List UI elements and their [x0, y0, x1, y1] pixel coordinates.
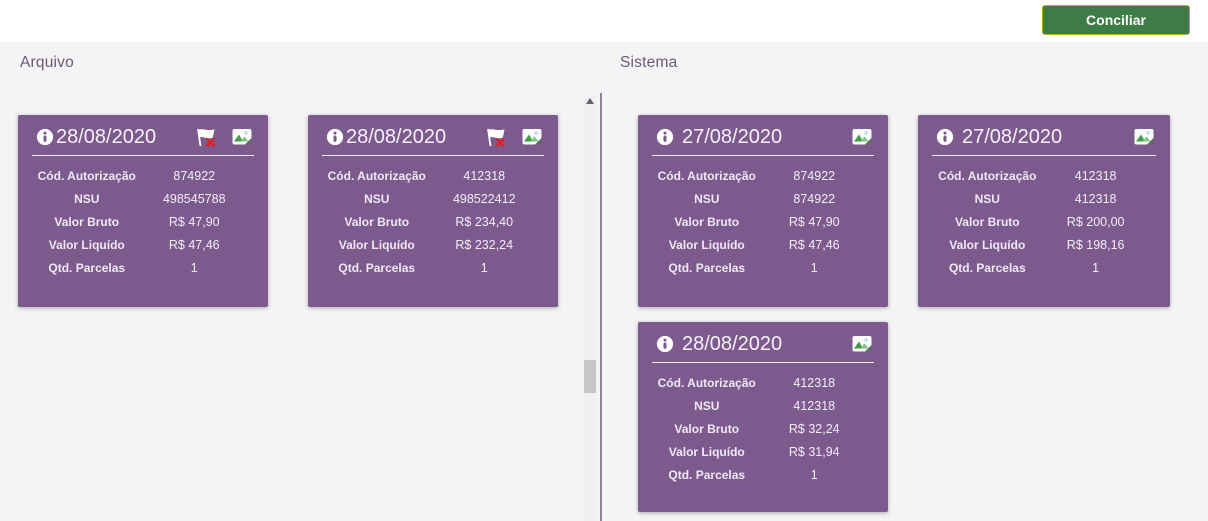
card-fields: Cód. Autorização 412318 NSU 412318 Valor… — [918, 169, 1170, 275]
info-icon[interactable] — [936, 128, 954, 146]
card-header: 27/08/2020 — [638, 115, 888, 148]
field-value: 498522412 — [452, 192, 516, 206]
receipt-image-icon[interactable] — [852, 128, 872, 146]
field-value: R$ 234,40 — [455, 215, 514, 229]
receipt-image-icon[interactable] — [1134, 128, 1154, 146]
info-icon[interactable] — [656, 128, 674, 146]
scrollbar-track[interactable] — [583, 95, 597, 521]
card-divider — [652, 362, 874, 363]
card-header: 28/08/2020 — [308, 115, 558, 148]
card-header: 27/08/2020 — [918, 115, 1170, 148]
field-value: 498545788 — [162, 192, 226, 206]
arquivo-section-title: Arquivo — [20, 54, 74, 71]
sistema-transaction-card-2[interactable]: 27/08/2020 Cód. Autorização 412318 NSU 4… — [918, 115, 1170, 307]
field-value: 412318 — [1074, 169, 1117, 183]
conciliar-button[interactable]: Conciliar — [1042, 5, 1190, 35]
card-fields: Cód. Autorização 412318 NSU 412318 Valor… — [638, 376, 888, 482]
card-date: 28/08/2020 — [346, 125, 447, 148]
card-date: 28/08/2020 — [56, 125, 157, 148]
field-value: 412318 — [793, 399, 836, 413]
flag-removed-icon[interactable] — [484, 127, 508, 148]
field-label: Valor Bruto — [674, 215, 740, 229]
field-label: Cód. Autorização — [37, 169, 136, 183]
top-bar: Conciliar — [0, 0, 1208, 42]
field-label: Cód. Autorização — [327, 169, 426, 183]
field-label: Qtd. Parcelas — [948, 261, 1026, 275]
sistema-transaction-card-3[interactable]: 28/08/2020 Cód. Autorização 412318 NSU 4… — [638, 322, 888, 512]
field-value: R$ 200,00 — [1066, 215, 1125, 229]
field-value: R$ 47,90 — [788, 215, 840, 229]
card-divider — [652, 155, 874, 156]
field-label: Cód. Autorização — [657, 169, 756, 183]
card-header: 28/08/2020 — [18, 115, 268, 148]
receipt-image-icon[interactable] — [232, 128, 252, 146]
field-label: Valor Bruto — [954, 215, 1020, 229]
field-label: Valor Liquído — [949, 238, 1026, 252]
field-label: Valor Liquído — [338, 238, 415, 252]
field-label: Valor Bruto — [344, 215, 410, 229]
field-label: Valor Liquído — [668, 445, 745, 459]
sistema-section-title: Sistema — [620, 54, 678, 71]
receipt-image-icon[interactable] — [522, 128, 542, 146]
field-value: 1 — [190, 261, 198, 275]
field-label: Cód. Autorização — [938, 169, 1037, 183]
card-divider — [322, 155, 544, 156]
card-date: 27/08/2020 — [962, 125, 1063, 148]
field-value: 412318 — [463, 169, 506, 183]
field-value: R$ 47,46 — [788, 238, 840, 252]
field-value: 412318 — [793, 376, 836, 390]
field-value: 1 — [810, 261, 818, 275]
card-fields: Cód. Autorização 874922 NSU 498545788 Va… — [18, 169, 268, 275]
arquivo-transaction-card-2[interactable]: 28/08/2020 Cód. Autorização 412318 NSU 4… — [308, 115, 558, 307]
card-divider — [932, 155, 1156, 156]
field-label: Qtd. Parcelas — [668, 468, 746, 482]
scrollbar-thumb[interactable] — [584, 360, 596, 393]
field-value: 874922 — [793, 169, 836, 183]
field-value: 874922 — [793, 192, 836, 206]
field-label: Valor Bruto — [674, 422, 740, 436]
panel-divider — [600, 93, 602, 521]
field-value: R$ 31,94 — [788, 445, 840, 459]
field-value: 874922 — [173, 169, 216, 183]
field-label: Valor Bruto — [54, 215, 120, 229]
info-icon[interactable] — [326, 128, 344, 146]
field-label: NSU — [694, 399, 720, 413]
sistema-transaction-card-1[interactable]: 27/08/2020 Cód. Autorização 874922 NSU 8… — [638, 115, 888, 307]
field-label: Valor Liquído — [668, 238, 745, 252]
field-label: Valor Liquído — [48, 238, 125, 252]
card-divider — [32, 155, 254, 156]
field-label: NSU — [694, 192, 720, 206]
field-value: R$ 232,24 — [455, 238, 514, 252]
arquivo-transaction-card-1[interactable]: 28/08/2020 Cód. Autorização 874922 NSU 4… — [18, 115, 268, 307]
flag-removed-icon[interactable] — [194, 127, 218, 148]
info-icon[interactable] — [36, 128, 54, 146]
card-fields: Cód. Autorização 412318 NSU 498522412 Va… — [308, 169, 558, 275]
info-icon[interactable] — [656, 335, 674, 353]
card-date: 27/08/2020 — [682, 125, 783, 148]
field-value: 1 — [1092, 261, 1100, 275]
field-value: R$ 198,16 — [1066, 238, 1125, 252]
field-value: 412318 — [1074, 192, 1117, 206]
field-label: NSU — [974, 192, 1000, 206]
receipt-image-icon[interactable] — [852, 335, 872, 353]
field-label: Qtd. Parcelas — [668, 261, 746, 275]
card-date: 28/08/2020 — [682, 332, 783, 355]
field-label: Cód. Autorização — [657, 376, 756, 390]
field-value: 1 — [810, 468, 818, 482]
field-label: NSU — [364, 192, 390, 206]
card-fields: Cód. Autorização 874922 NSU 874922 Valor… — [638, 169, 888, 275]
field-value: R$ 47,46 — [168, 238, 220, 252]
field-label: Qtd. Parcelas — [338, 261, 416, 275]
field-label: NSU — [74, 192, 100, 206]
field-label: Qtd. Parcelas — [48, 261, 126, 275]
field-value: 1 — [480, 261, 488, 275]
field-value: R$ 47,90 — [168, 215, 220, 229]
card-header: 28/08/2020 — [638, 322, 888, 355]
field-value: R$ 32,24 — [788, 422, 840, 436]
scroll-up-arrow[interactable] — [586, 98, 594, 104]
